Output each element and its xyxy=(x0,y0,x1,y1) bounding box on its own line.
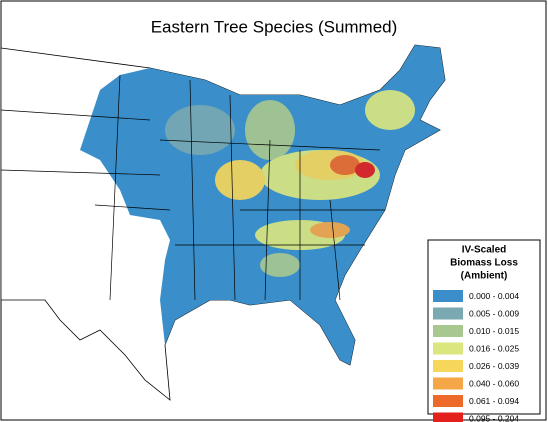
legend-swatch xyxy=(433,290,463,302)
legend-label: 0.040 - 0.060 xyxy=(469,378,519,388)
legend-swatch xyxy=(433,325,463,337)
legend-label: 0.061 - 0.094 xyxy=(469,396,519,406)
map xyxy=(0,44,446,401)
legend-title: Biomass Loss xyxy=(450,258,518,269)
loss-patches xyxy=(165,90,415,277)
legend-swatch xyxy=(433,342,463,355)
legend-swatch xyxy=(433,395,463,407)
legend-swatch xyxy=(433,307,463,320)
legend-title: (Ambient) xyxy=(461,271,508,282)
map-title: Eastern Tree Species (Summed) xyxy=(151,17,398,36)
legend-title: IV-Scaled xyxy=(462,245,506,256)
legend-swatch xyxy=(433,412,463,422)
legend: IV-Scaled Biomass Loss (Ambient) 0.000 - 0.… xyxy=(427,239,541,422)
legend-swatch xyxy=(433,377,463,390)
legend-swatch xyxy=(433,360,463,372)
state-borders xyxy=(0,74,385,301)
legend-label: 0.095 - 0.204 xyxy=(469,413,519,422)
legend-label: 0.005 - 0.009 xyxy=(469,308,519,318)
legend-label: 0.010 - 0.015 xyxy=(469,326,519,336)
legend-label: 0.026 - 0.039 xyxy=(469,361,519,371)
legend-label: 0.016 - 0.025 xyxy=(469,343,519,353)
legend-label: 0.000 - 0.004 xyxy=(469,291,519,301)
